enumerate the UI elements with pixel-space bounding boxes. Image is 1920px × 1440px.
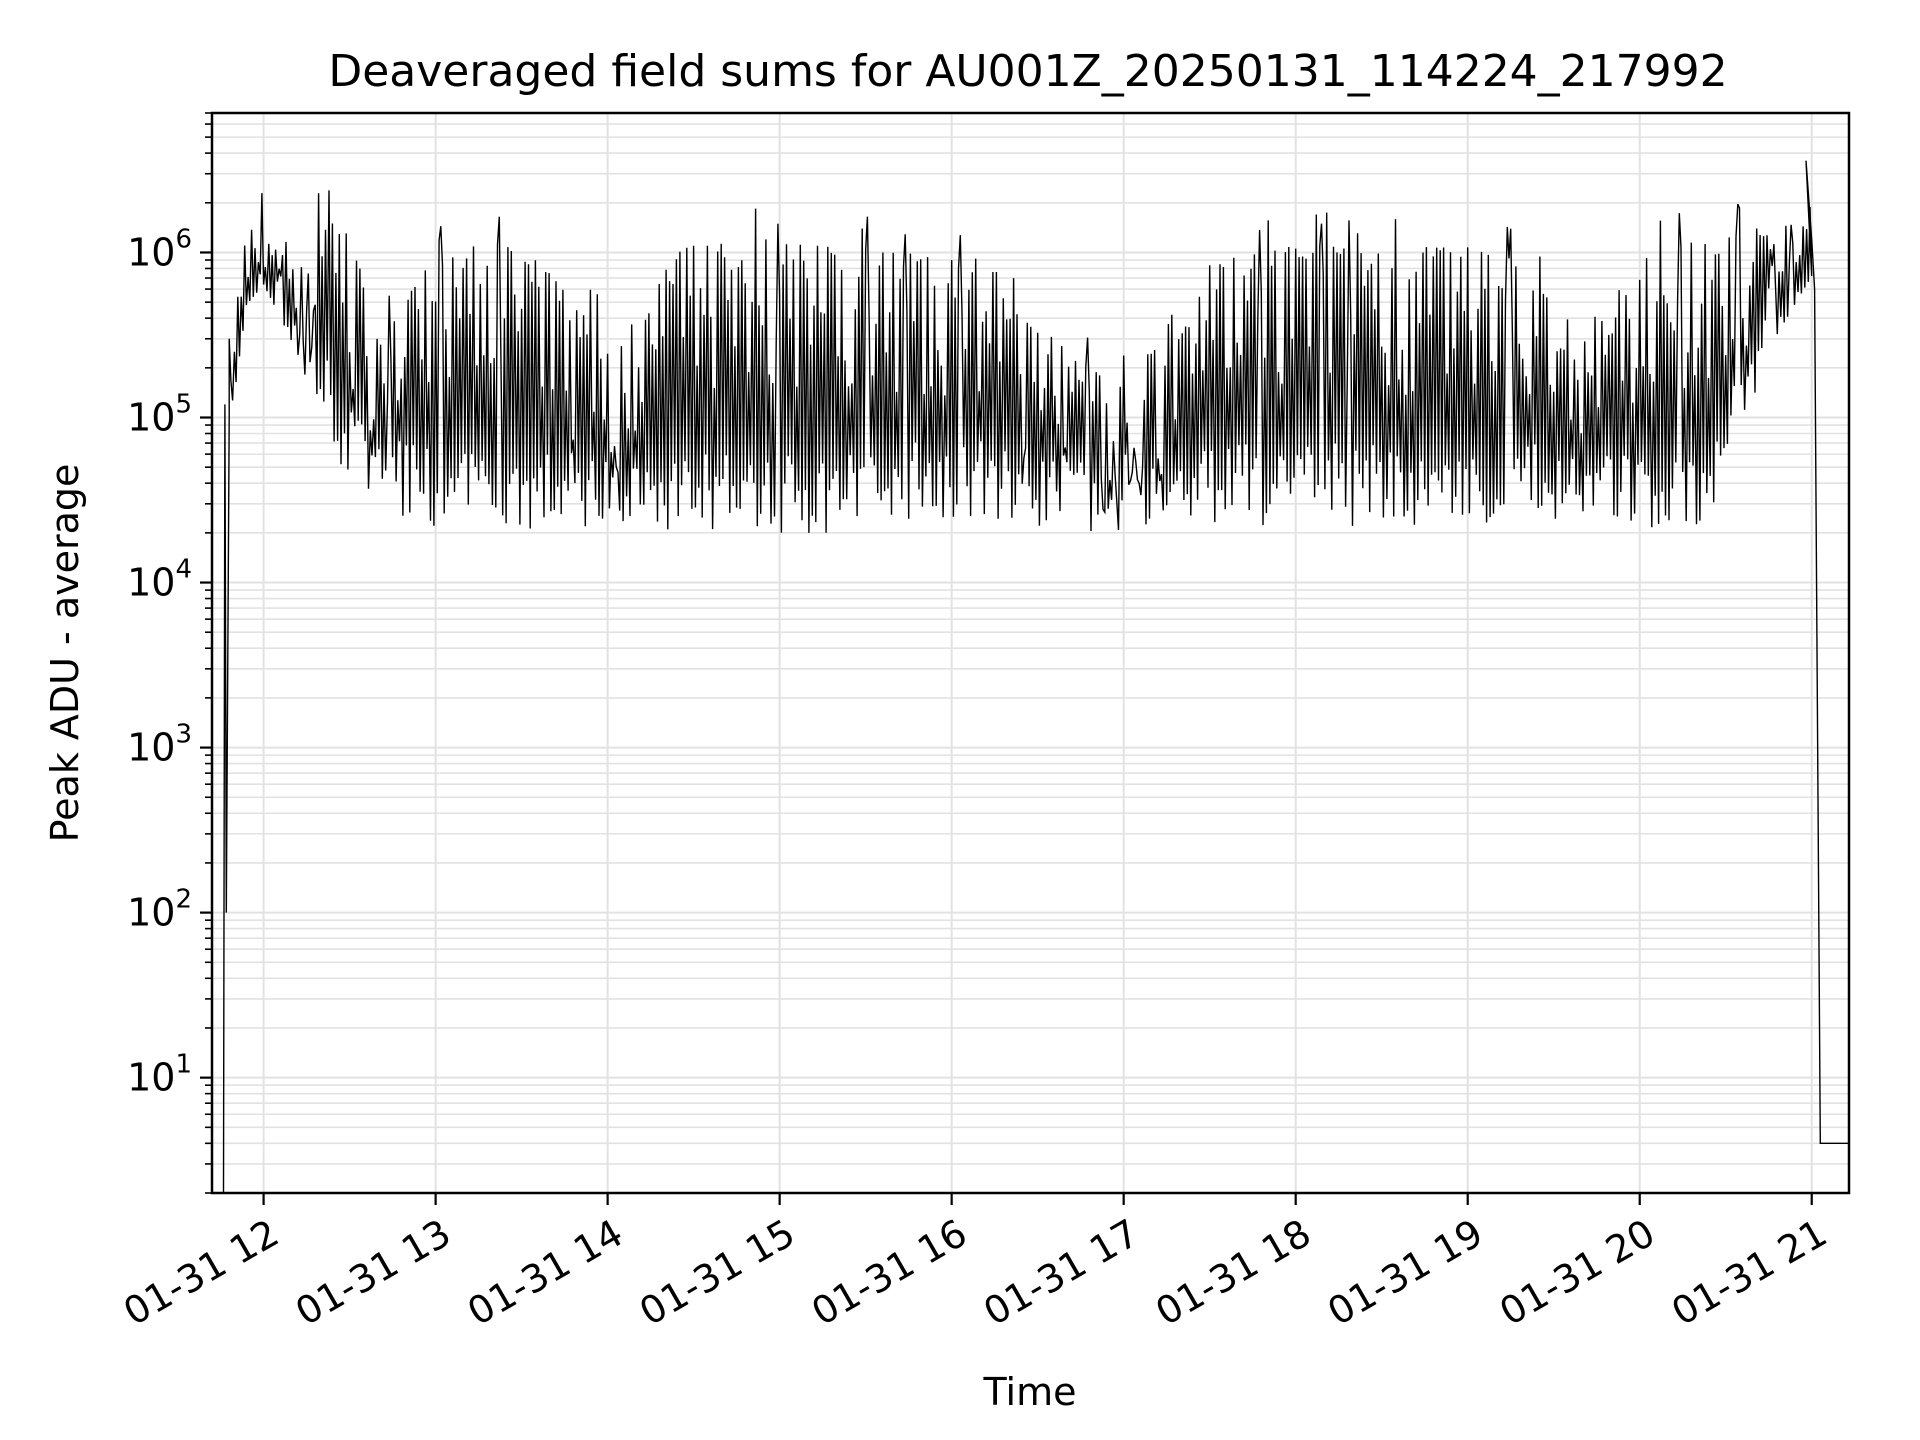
y-tick-exponent: 2 xyxy=(175,885,192,915)
y-axis-label: Peak ADU - average xyxy=(43,464,87,843)
y-tick-label: 103 xyxy=(127,720,192,770)
y-tick-base: 10 xyxy=(127,726,175,770)
chart-title: Deaveraged field sums for AU001Z_2025013… xyxy=(328,46,1727,97)
y-tick-label: 104 xyxy=(127,555,192,605)
y-tick-base: 10 xyxy=(127,1056,175,1100)
y-tick-base: 10 xyxy=(127,891,175,935)
y-tick-exponent: 3 xyxy=(175,720,192,750)
y-tick-exponent: 1 xyxy=(175,1050,192,1080)
y-tick-base: 10 xyxy=(127,396,175,440)
y-tick-label: 105 xyxy=(127,390,192,440)
y-tick-label: 102 xyxy=(127,885,192,935)
y-tick-label: 101 xyxy=(127,1050,192,1100)
y-tick-base: 10 xyxy=(127,561,175,605)
x-axis-label: Time xyxy=(983,1370,1077,1414)
gridlines xyxy=(212,112,1849,1194)
y-tick-exponent: 5 xyxy=(175,390,192,420)
y-tick-exponent: 6 xyxy=(175,224,192,254)
y-tick-exponent: 4 xyxy=(175,555,192,585)
y-tick-label: 106 xyxy=(127,224,192,274)
y-tick-base: 10 xyxy=(127,230,175,274)
plot-frame xyxy=(210,111,1851,1195)
data-line xyxy=(222,160,1849,1193)
